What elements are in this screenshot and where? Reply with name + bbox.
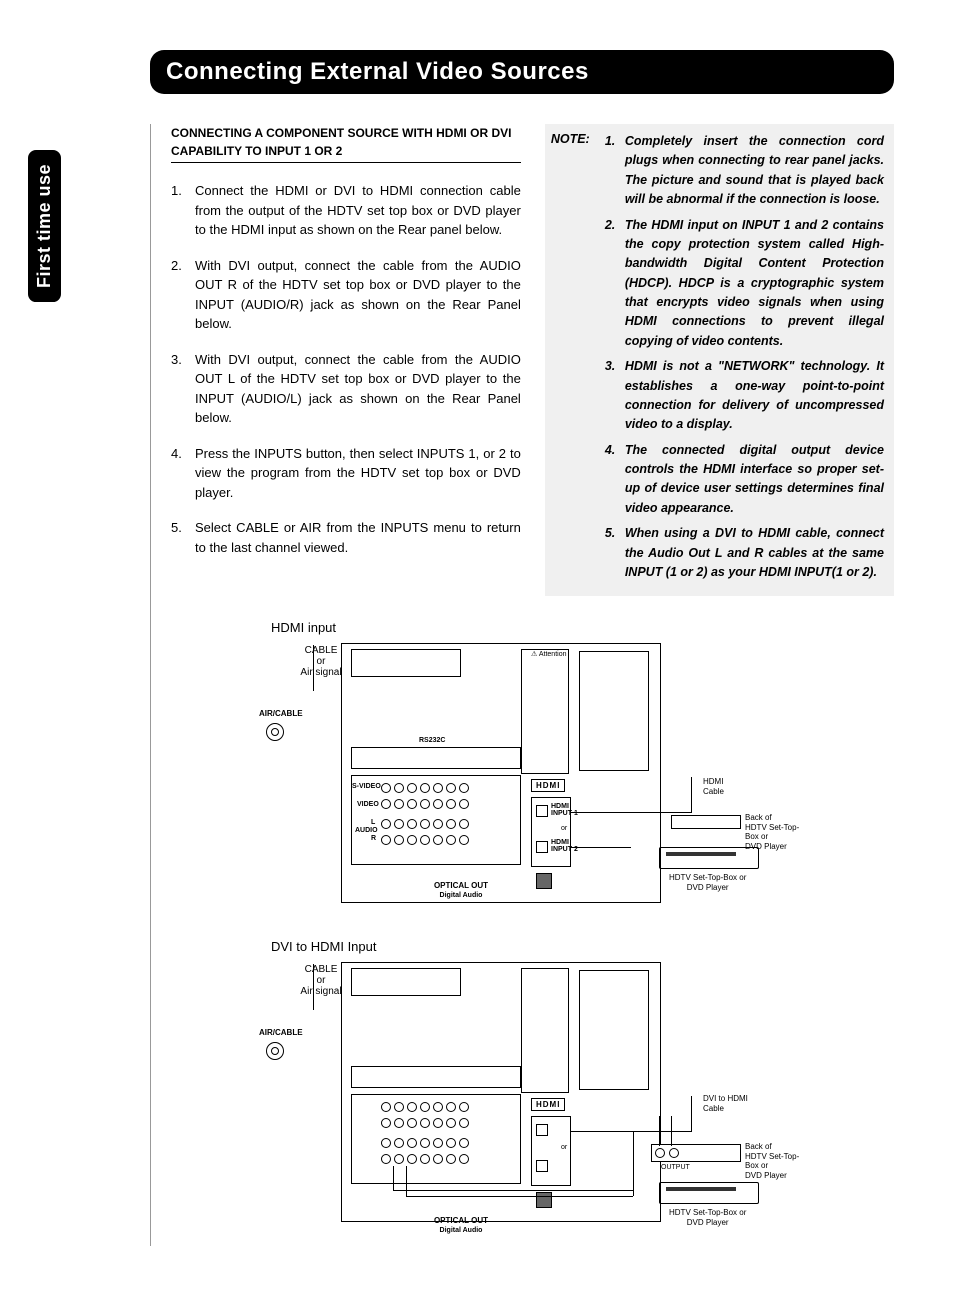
L: L xyxy=(371,819,375,826)
coax-icon xyxy=(266,1042,284,1060)
optical-sub: Digital Audio xyxy=(440,892,483,899)
note-item: Completely insert the connection cord pl… xyxy=(605,132,884,210)
back-label: Back of HDTV Set-Top-Box or DVD Player xyxy=(745,813,801,851)
cable-label: CABLE or Air signal xyxy=(291,964,351,997)
optical-label: OPTICAL OUT xyxy=(434,1216,488,1225)
note-box: NOTE: Completely insert the connection c… xyxy=(545,124,894,596)
settop-icon xyxy=(659,847,759,869)
note-item: HDMI is not a "NETWORK" technology. It e… xyxy=(605,357,884,435)
diagram1: CABLE or Air signal AIR/CABLE ⚠ Attentio… xyxy=(251,637,801,927)
or-label: or xyxy=(561,1144,567,1152)
stb-label: HDTV Set-Top-Box or DVD Player xyxy=(669,873,746,892)
diagram2: CABLE or Air signal AIR/CABLE HDMI xyxy=(251,956,801,1246)
settop-icon xyxy=(659,1182,759,1204)
hdmi-in2: HDMI INPUT 2 xyxy=(551,839,578,853)
step-item: Press the INPUTS button, then select INP… xyxy=(171,444,521,503)
page-title: Connecting External Video Sources xyxy=(150,50,894,94)
R: R xyxy=(371,835,376,842)
stb-label: HDTV Set-Top-Box or DVD Player xyxy=(669,1208,746,1227)
output-label: OUTPUT xyxy=(661,1164,690,1172)
side-tab: First time use xyxy=(28,150,61,302)
section-subhead: CONNECTING A COMPONENT SOURCE WITH HDMI … xyxy=(171,124,521,163)
coax-icon xyxy=(266,723,284,741)
step-item: Select CABLE or AIR from the INPUTS menu… xyxy=(171,518,521,557)
back-label: Back of HDTV Set-Top-Box or DVD Player xyxy=(745,1142,801,1180)
aircable-label: AIR/CABLE xyxy=(259,709,303,718)
video-label: VIDEO xyxy=(357,801,379,808)
hdmi-in1: HDMI INPUT 1 xyxy=(551,803,578,817)
diagram1-label: HDMI input xyxy=(271,620,894,635)
dvi-cable-label: DVI to HDMI Cable xyxy=(703,1094,748,1113)
step-item: With DVI output, connect the cable from … xyxy=(171,256,521,334)
optical-sub: Digital Audio xyxy=(440,1227,483,1234)
optical-label: OPTICAL OUT xyxy=(434,881,488,890)
rs232-label: RS232C xyxy=(419,737,445,744)
step-item: With DVI output, connect the cable from … xyxy=(171,350,521,428)
note-lead: NOTE: xyxy=(551,132,590,146)
hdmi-cable-label: HDMI Cable xyxy=(703,777,724,796)
cable-label: CABLE or Air signal xyxy=(291,645,351,678)
diagram2-label: DVI to HDMI Input xyxy=(271,939,894,954)
audio-label: AUDIO xyxy=(355,827,378,834)
step-item: Connect the HDMI or DVI to HDMI connecti… xyxy=(171,181,521,240)
steps-list: Connect the HDMI or DVI to HDMI connecti… xyxy=(171,181,521,557)
note-item: When using a DVI to HDMI cable, connect … xyxy=(605,524,884,582)
note-item: The HDMI input on INPUT 1 and 2 contains… xyxy=(605,216,884,352)
hdmi-logo: HDMI xyxy=(531,1098,565,1111)
notes-list: Completely insert the connection cord pl… xyxy=(605,132,884,582)
attn: Attention xyxy=(539,651,567,658)
or-label: or xyxy=(561,825,567,833)
note-item: The connected digital output device cont… xyxy=(605,441,884,519)
svideo-label: S-VIDEO xyxy=(352,783,381,790)
aircable-label: AIR/CABLE xyxy=(259,1028,303,1037)
hdmi-logo: HDMI xyxy=(531,779,565,792)
